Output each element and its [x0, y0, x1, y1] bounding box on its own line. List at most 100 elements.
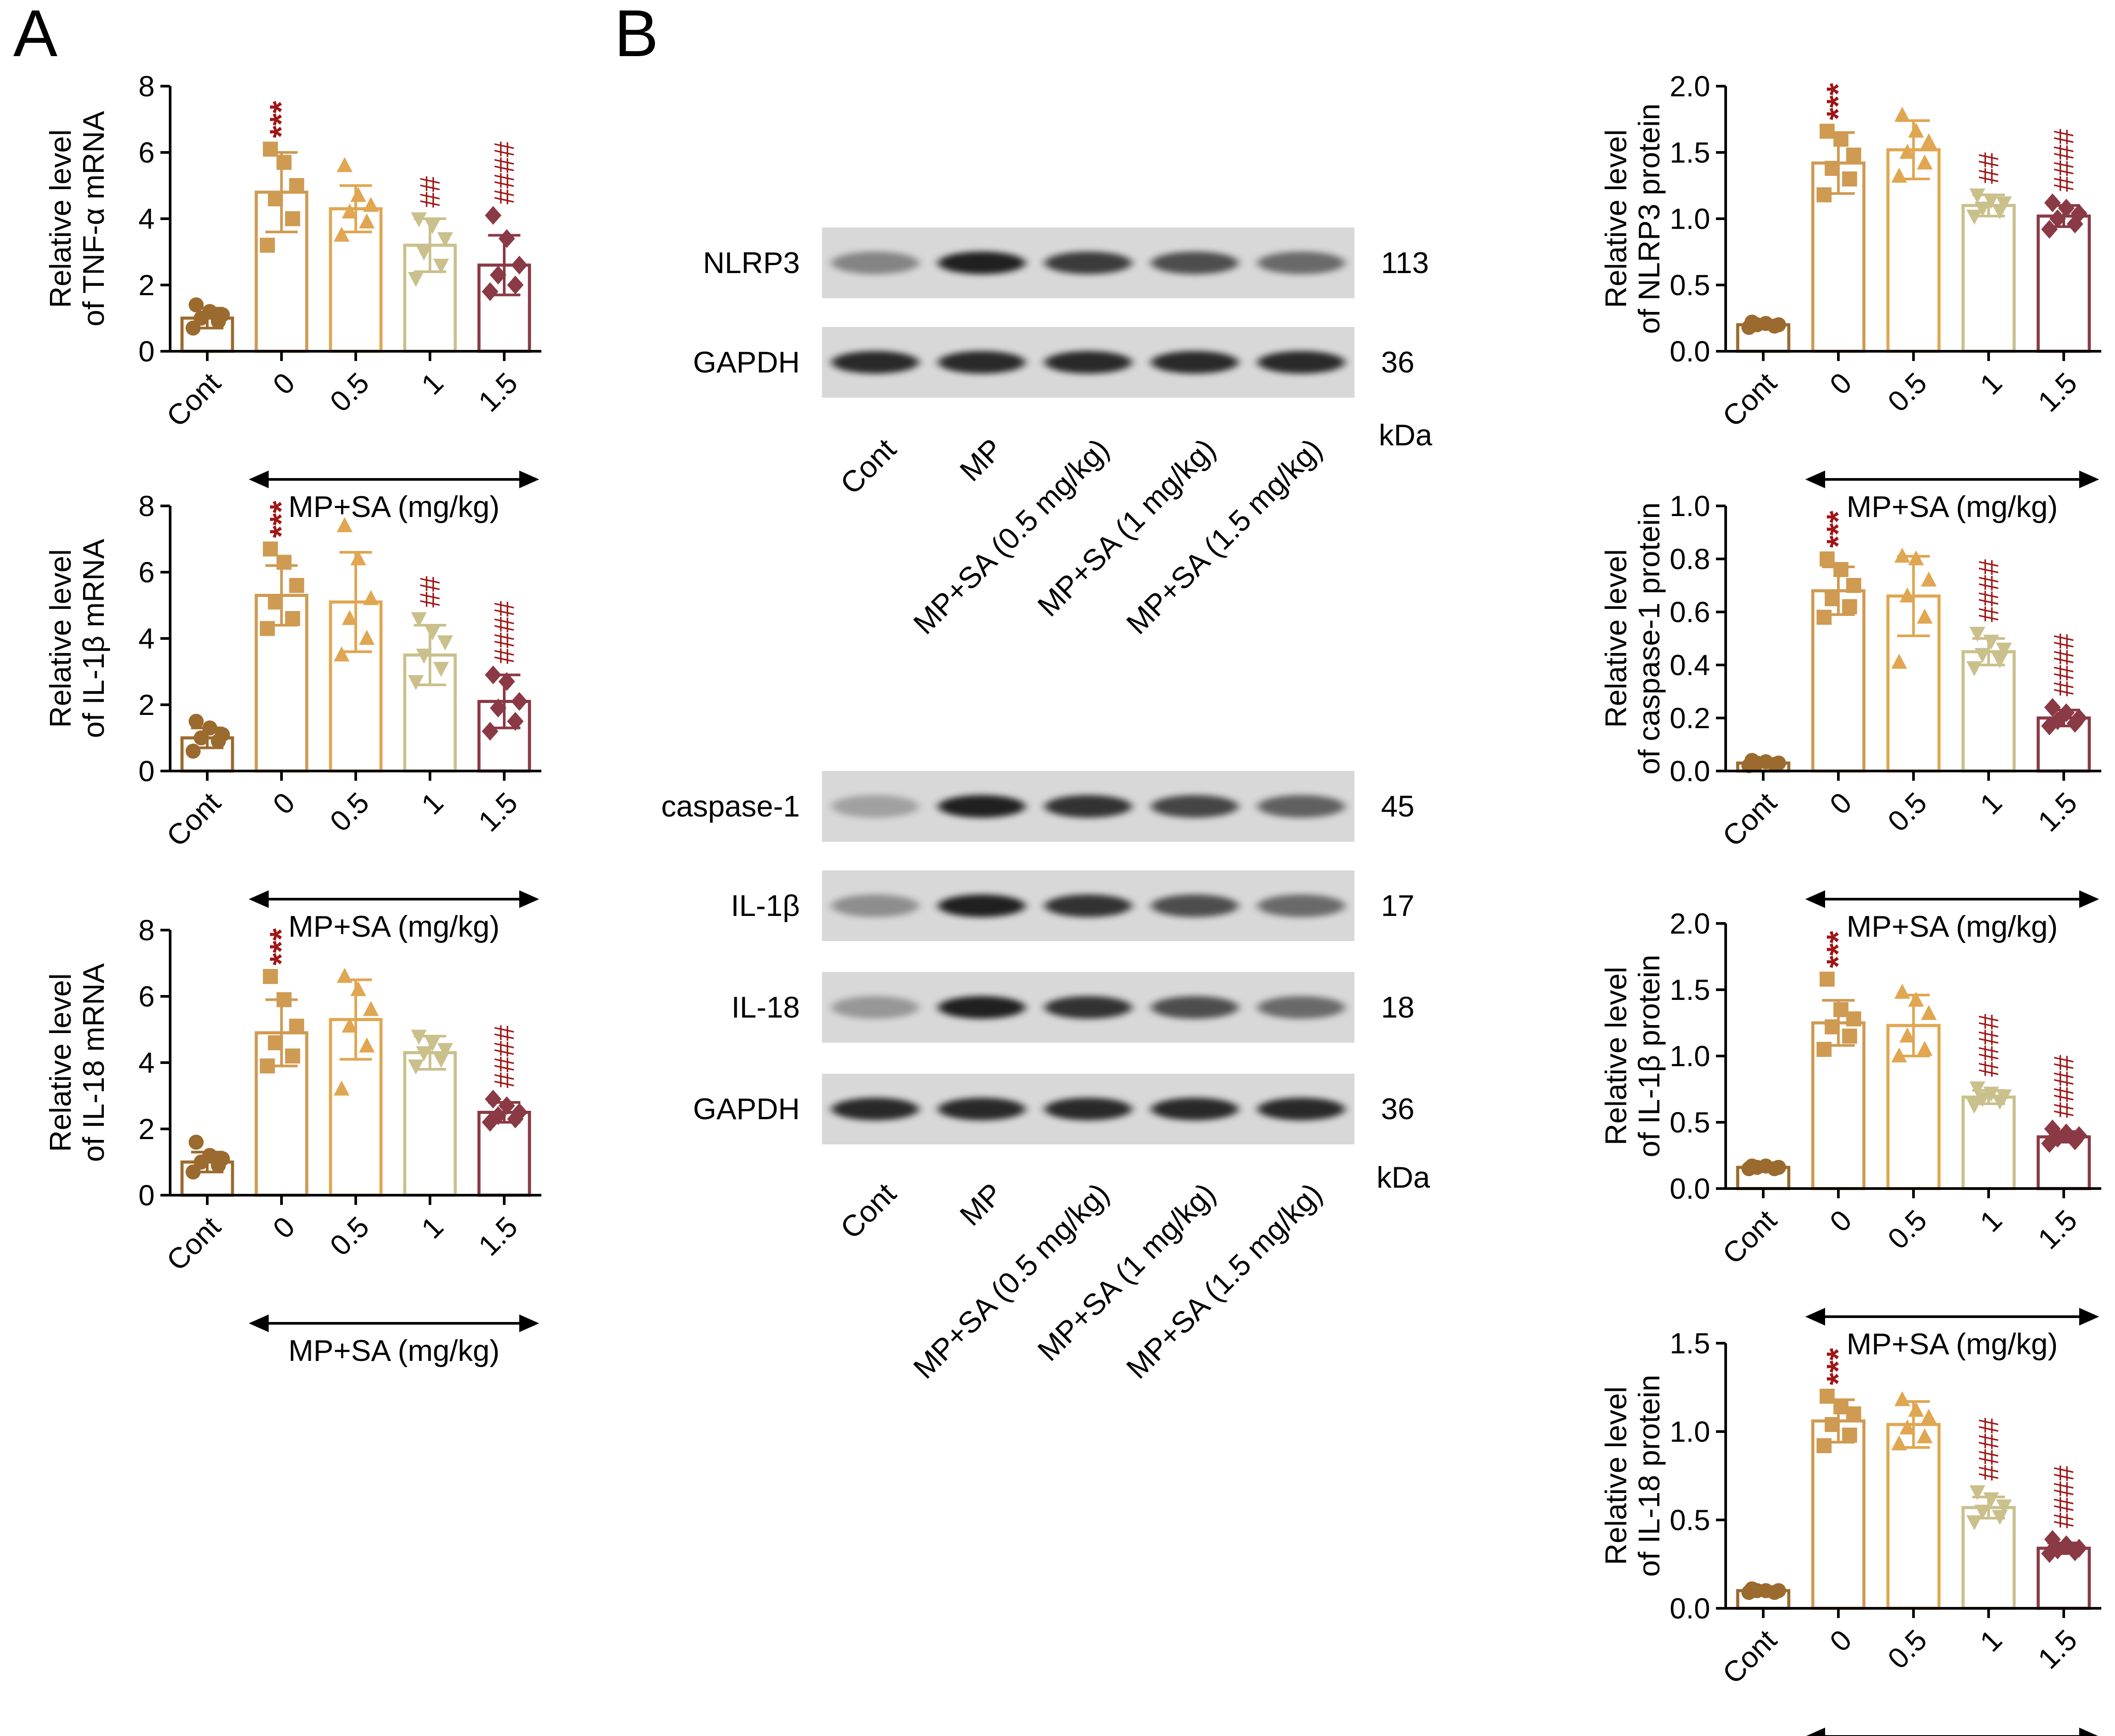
data-point	[2044, 193, 2061, 213]
arrow-head-left	[249, 1314, 269, 1332]
data-point	[334, 1080, 350, 1096]
data-point	[363, 197, 379, 212]
bar	[1961, 1095, 2016, 1190]
blot-band	[1257, 251, 1345, 274]
data-point	[1891, 653, 1907, 669]
data-point	[334, 226, 350, 242]
data-point	[1983, 1086, 1999, 1102]
y-tick-label: 0.8	[1670, 543, 1710, 575]
data-point	[2058, 1123, 2075, 1143]
x-tick-label: 0.5	[1881, 366, 1933, 418]
blot-band	[1257, 996, 1345, 1019]
blot-lane-label: MP	[954, 1177, 1009, 1232]
data-point	[1996, 1499, 2012, 1515]
data-point	[490, 1106, 506, 1125]
data-point	[260, 1058, 275, 1074]
data-point	[342, 1017, 358, 1033]
y-tick-label: 1.5	[1670, 1327, 1710, 1360]
data-point	[2070, 1538, 2088, 1558]
data-point	[1758, 754, 1773, 769]
x-tick-label: 0	[1823, 1623, 1858, 1658]
data-point	[276, 555, 292, 570]
data-point	[334, 646, 350, 661]
x-tick-label: Cont	[160, 366, 227, 433]
bar-chart-7: *** #### #### 0.0 0.5 1.0 1.5 Cont 0 0.5 1 1.5 Relat…	[1599, 1327, 2101, 1736]
data-point	[268, 594, 283, 610]
data-point	[1974, 648, 1990, 663]
data-point	[1771, 1583, 1786, 1598]
y-tick-label: 0.0	[1670, 1172, 1710, 1205]
data-point	[1825, 591, 1840, 606]
arrow-head-left	[1805, 471, 1825, 488]
data-point	[276, 992, 292, 1007]
blot-lane-label: MP+SA (1.5 mg/kg)	[1120, 1177, 1328, 1385]
data-point	[1842, 1029, 1857, 1044]
data-point	[1891, 1047, 1907, 1063]
data-point	[1917, 608, 1933, 624]
data-point	[433, 662, 449, 677]
data-point	[186, 744, 201, 759]
y-axis-label: Relative level	[44, 549, 77, 728]
data-point	[1921, 1005, 1937, 1020]
data-point	[485, 1090, 502, 1109]
blot-protein-label: caspase-1	[661, 790, 800, 823]
blot-lane-label: MP+SA (0.5 mg/kg)	[907, 1177, 1115, 1385]
blot-band	[1151, 795, 1239, 818]
y-tick-label: 0	[138, 755, 155, 787]
x-tick-label: 1.5	[472, 786, 524, 838]
blot-lane-label: Cont	[834, 1177, 902, 1245]
data-point	[1996, 1089, 2012, 1105]
data-point	[1819, 972, 1835, 987]
x-tick-label: Cont	[1716, 1204, 1783, 1270]
data-point	[1966, 1098, 1982, 1114]
data-point	[511, 1103, 528, 1122]
x-tick-label: Cont	[1716, 786, 1783, 853]
data-point	[1816, 187, 1832, 202]
data-point	[411, 212, 427, 228]
data-point	[1894, 984, 1910, 999]
data-point	[411, 612, 427, 627]
data-point	[424, 1036, 441, 1052]
group-label: MP+SA (mg/kg)	[1846, 910, 2058, 943]
data-point	[1816, 1438, 1832, 1453]
data-point	[482, 282, 498, 301]
x-tick-label: 1.5	[2031, 786, 2083, 838]
data-point	[498, 672, 515, 691]
group-label: MP+SA (mg/kg)	[288, 490, 499, 524]
data-point	[507, 275, 524, 295]
blot-band	[1151, 1098, 1239, 1121]
data-point	[215, 1151, 230, 1166]
y-tick-label: 6	[138, 980, 155, 1013]
blot-kda-label: 36	[1381, 1092, 1415, 1126]
blot-kda-label: 36	[1381, 346, 1415, 379]
y-tick-label: 4	[138, 1046, 155, 1079]
data-point	[2049, 209, 2066, 228]
significance-label: ***	[264, 501, 299, 538]
y-axis-label: of IL-1β protein	[1632, 955, 1666, 1158]
x-tick-label: 1	[415, 366, 449, 401]
blot-kda-unit: kDa	[1377, 1161, 1430, 1194]
data-point	[202, 304, 217, 319]
data-point	[1894, 106, 1910, 122]
y-axis-label: of caspase-1 protein	[1632, 502, 1666, 775]
data-point	[337, 968, 353, 983]
data-point	[1846, 578, 1861, 593]
y-tick-label: 0.6	[1670, 596, 1710, 628]
data-point	[485, 206, 502, 225]
panel-label-b: B	[614, 0, 659, 70]
arrow-head-left	[1805, 890, 1825, 908]
x-tick-label: 0.5	[1881, 1623, 1933, 1675]
blot-protein-label: NLRP3	[703, 246, 800, 280]
bar	[1961, 650, 2016, 773]
data-point	[1744, 1159, 1760, 1174]
data-point	[2070, 708, 2088, 728]
data-point	[2070, 204, 2088, 223]
x-tick-label: 1	[415, 1210, 449, 1245]
data-point	[498, 1096, 515, 1115]
data-point	[1974, 1092, 1990, 1107]
y-axis-label: Relative level	[1599, 549, 1633, 728]
significance-label: ####	[488, 141, 520, 205]
blot-band	[1044, 251, 1132, 274]
blot-band	[1257, 1098, 1345, 1121]
